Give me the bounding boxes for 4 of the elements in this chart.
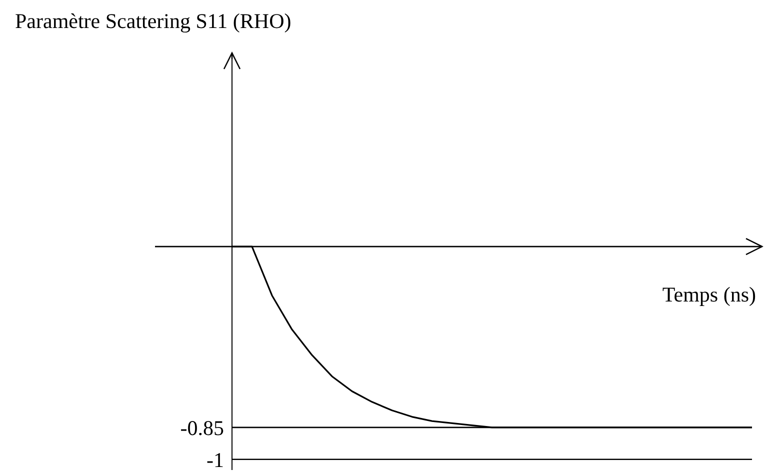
y-axis-title: Paramètre Scattering S11 (RHO) [15, 9, 292, 33]
y-tick-label: -1 [206, 448, 224, 472]
y-tick-label: -0.85 [180, 416, 224, 440]
x-axis-title: Temps (ns) [662, 282, 756, 307]
